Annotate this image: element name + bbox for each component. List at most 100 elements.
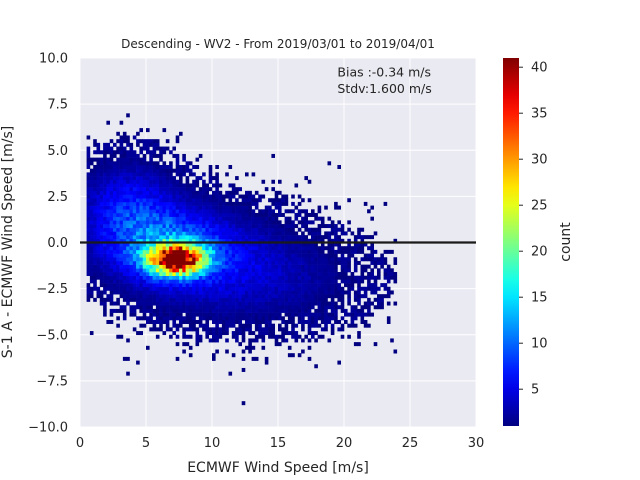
heatmap-cell <box>113 249 117 254</box>
heatmap-cell <box>208 301 213 306</box>
heatmap-cell <box>149 157 153 162</box>
heatmap-cell <box>96 198 101 203</box>
heatmap-cell <box>152 238 157 243</box>
heatmap-cell <box>241 401 246 406</box>
heatmap-cell <box>218 242 223 247</box>
heatmap-cell <box>89 220 94 225</box>
heatmap-cell <box>264 294 269 299</box>
heatmap-cell <box>245 220 249 225</box>
heatmap-cell <box>337 242 341 247</box>
heatmap-cell <box>281 194 285 199</box>
heatmap-cell <box>175 301 180 306</box>
heatmap-cell <box>139 198 143 203</box>
heatmap-cell <box>162 224 167 229</box>
heatmap-cell <box>284 308 289 313</box>
heatmap-cell <box>93 235 97 240</box>
heatmap-cell <box>103 279 107 284</box>
heatmap-cell <box>185 286 190 291</box>
heatmap-cell <box>215 319 219 324</box>
heatmap-cell <box>231 312 236 317</box>
heatmap-cell <box>235 257 239 262</box>
heatmap-cell <box>146 272 150 277</box>
heatmap-cell <box>175 139 180 144</box>
heatmap-cell <box>122 187 127 192</box>
heatmap-cell <box>116 194 120 199</box>
heatmap-cell <box>172 312 176 317</box>
heatmap-cell <box>129 150 134 155</box>
heatmap-cell <box>241 367 246 372</box>
heatmap-cell <box>142 198 147 203</box>
heatmap-cell <box>188 190 193 195</box>
heatmap-cell <box>175 308 180 313</box>
heatmap-cell <box>317 253 322 258</box>
heatmap-cell <box>337 283 341 288</box>
heatmap-cell <box>317 227 322 232</box>
heatmap-cell <box>146 319 150 324</box>
heatmap-cell <box>126 264 130 269</box>
heatmap-cell <box>225 201 229 206</box>
heatmap-cell <box>146 275 150 280</box>
heatmap-cell <box>188 249 193 254</box>
heatmap-cell <box>159 227 163 232</box>
heatmap-cell <box>314 257 318 262</box>
heatmap-cell <box>139 275 143 280</box>
heatmap-cell <box>215 349 219 354</box>
heatmap-cell <box>324 323 328 328</box>
heatmap-cell <box>367 323 371 328</box>
heatmap-cell <box>291 331 295 336</box>
heatmap-cell <box>324 294 328 299</box>
heatmap-cell <box>337 360 341 365</box>
heatmap-cell <box>228 212 233 217</box>
heatmap-cell <box>122 297 127 302</box>
heatmap-cell <box>235 331 239 336</box>
heatmap-cell <box>304 290 308 295</box>
heatmap-cell <box>149 312 153 317</box>
heatmap-cell <box>264 360 269 365</box>
heatmap-cell <box>113 187 117 192</box>
heatmap-cell <box>182 172 186 177</box>
heatmap-cell <box>159 305 163 310</box>
heatmap-cell <box>146 224 150 229</box>
heatmap-cell <box>251 253 256 258</box>
heatmap-cell <box>146 305 150 310</box>
heatmap-cell <box>202 190 206 195</box>
heatmap-cell <box>109 187 114 192</box>
heatmap-cell <box>113 260 117 265</box>
heatmap-cell <box>320 308 325 313</box>
heatmap-cell <box>162 301 167 306</box>
heatmap-cell <box>268 242 272 247</box>
heatmap-cell <box>136 161 140 166</box>
heatmap-cell <box>208 220 213 225</box>
heatmap-cell <box>103 165 107 169</box>
heatmap-cell <box>212 224 216 229</box>
heatmap-cell <box>314 268 318 273</box>
heatmap-cell <box>139 194 143 199</box>
heatmap-cell <box>284 323 289 328</box>
heatmap-cell <box>169 283 173 288</box>
heatmap-cell <box>347 294 351 299</box>
heatmap-cell <box>119 201 124 206</box>
heatmap-cell <box>245 272 249 277</box>
heatmap-cell <box>324 301 328 306</box>
heatmap-cell <box>241 220 246 225</box>
heatmap-cell <box>172 272 176 277</box>
heatmap-cell <box>162 168 167 173</box>
heatmap-cell <box>195 327 200 332</box>
heatmap-cell <box>297 235 302 240</box>
heatmap-cell <box>347 198 351 203</box>
heatmap-cell <box>136 212 140 217</box>
heatmap-cell <box>235 283 239 288</box>
heatmap-cell <box>106 190 110 195</box>
heatmap-cell <box>106 279 110 284</box>
heatmap-cell <box>307 345 312 350</box>
heatmap-cell <box>357 308 361 313</box>
heatmap-cell <box>119 150 124 155</box>
heatmap-cell <box>291 260 295 265</box>
heatmap-cell <box>383 294 388 299</box>
heatmap-cell <box>192 246 196 251</box>
heatmap-cell <box>304 305 308 310</box>
heatmap-cell <box>89 179 94 184</box>
heatmap-cell <box>89 216 94 221</box>
heatmap-cell <box>353 308 358 313</box>
heatmap-cell <box>99 198 104 203</box>
